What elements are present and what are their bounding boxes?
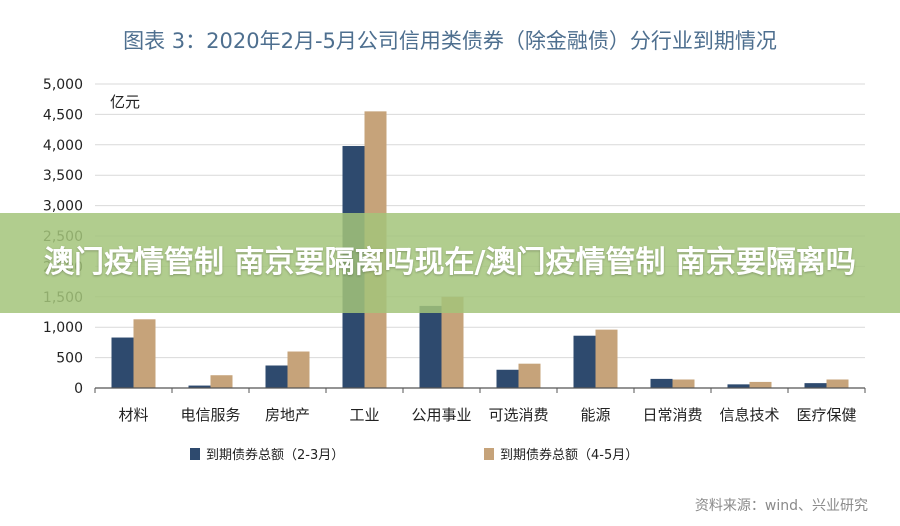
legend-swatch-series-2: [484, 448, 494, 460]
chart-title: 图表 3：2020年2月-5月公司信用类债券（除金融债）分行业到期情况: [123, 29, 777, 53]
y-tick-label: 5,000: [43, 77, 83, 93]
bar-series-1: [573, 335, 596, 388]
gridlines: [95, 83, 865, 359]
source-note: 资料来源：wind、兴业研究: [695, 498, 868, 514]
bar-series-2: [210, 375, 233, 388]
bar-series-2: [595, 329, 618, 388]
bar-series-1: [111, 337, 134, 388]
bar-series-2: [826, 379, 849, 388]
bar-series-2: [441, 296, 464, 388]
x-axis-labels: 材料 电信服务 房地产 工业 公用事业 可选消费 能源 日常消费 信息技术 医疗保健: [94, 388, 866, 424]
legend: 到期债券总额（2-3月） 到期债券总额（4-5月）: [190, 447, 638, 463]
bar-series-1: [419, 305, 442, 388]
bar-series-2: [287, 351, 310, 388]
y-tick-label: 0: [74, 381, 83, 397]
y-tick-label: 4,500: [43, 107, 83, 123]
x-tick-label: 能源: [580, 406, 610, 424]
legend-label-series-2: 到期债券总额（4-5月）: [500, 447, 638, 463]
bar-series-1: [188, 385, 211, 388]
bar-series-1: [496, 369, 519, 388]
y-tick-label: 4,000: [43, 138, 83, 154]
bar-series-1: [804, 383, 827, 388]
bar-series-2: [749, 381, 772, 388]
bar-series-1: [727, 384, 750, 388]
bar-series-2: [672, 379, 695, 388]
y-tick-label: 500: [56, 351, 83, 367]
legend-label-series-1: 到期债券总额（2-3月）: [206, 447, 344, 463]
y-tick-label: 3,000: [43, 199, 83, 215]
x-tick-label: 工业: [349, 406, 379, 424]
y-tick-label: 3,500: [43, 168, 83, 184]
bar-series-2: [518, 363, 541, 388]
y-tick-label: 1,000: [43, 320, 83, 336]
x-tick-label: 医疗保健: [796, 406, 856, 424]
x-tick-label: 房地产: [265, 406, 310, 424]
x-tick-label: 公用事业: [411, 406, 471, 424]
x-tick-label: 材料: [118, 406, 148, 424]
x-tick-label: 日常消费: [642, 406, 702, 424]
overlay-banner-text: 澳门疫情管制 南京要隔离吗现在/澳门疫情管制 南京要隔离吗: [44, 245, 856, 280]
legend-swatch-series-1: [190, 448, 200, 460]
x-tick-label: 信息技术: [719, 406, 779, 424]
x-tick-label: 可选消费: [488, 406, 548, 424]
overlay-banner: 澳门疫情管制 南京要隔离吗现在/澳门疫情管制 南京要隔离吗: [0, 213, 900, 313]
y-axis-unit-label: 亿元: [110, 93, 140, 111]
x-tick-label: 电信服务: [180, 406, 240, 424]
bar-series-2: [133, 319, 156, 388]
bar-series-1: [265, 365, 288, 388]
bar-series-1: [650, 378, 673, 388]
